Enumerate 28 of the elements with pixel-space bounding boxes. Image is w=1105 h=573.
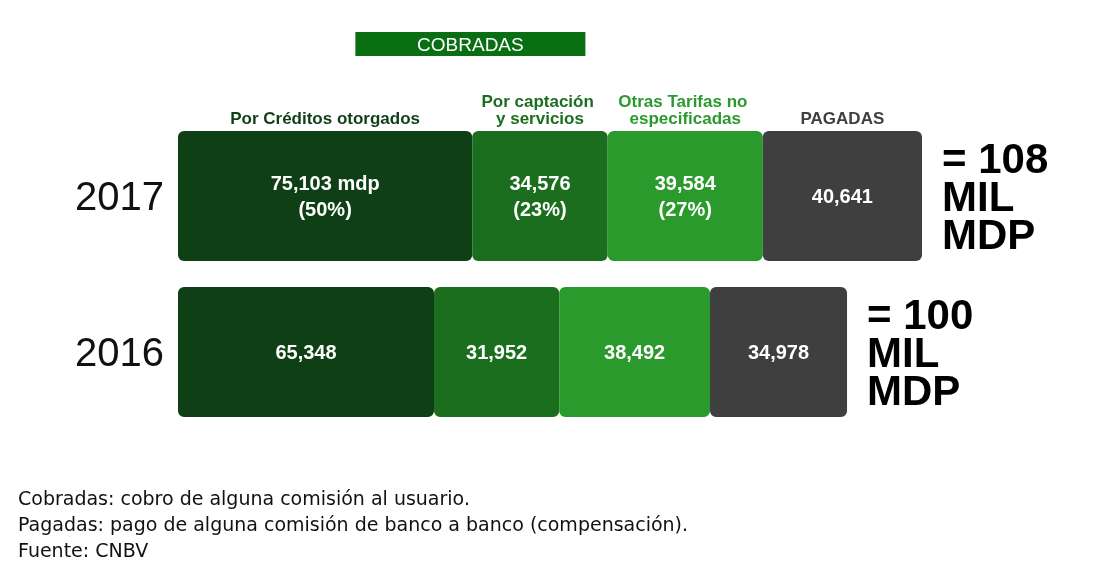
data-label: 38,492: [604, 341, 666, 363]
series-label: PAGADAS: [800, 109, 885, 128]
data-label: 31,952: [466, 341, 528, 363]
series-label: Por captación y servicios: [481, 92, 599, 128]
text: COBRADAS: [417, 33, 524, 55]
data-label: 34,978: [747, 341, 810, 363]
bar: [559, 287, 710, 417]
bar: [178, 287, 435, 417]
bar: [472, 131, 608, 261]
data-label: 34,576 (23%): [509, 172, 571, 220]
annotation: = 100 MIL MDP: [867, 290, 985, 414]
y-tick-label: 2016: [75, 330, 164, 374]
bar: [434, 287, 560, 417]
series-label: Por Créditos otorgados: [230, 109, 421, 128]
data-label: 39,584 (27%): [654, 172, 717, 220]
bar: [178, 131, 473, 261]
source-note: Fuente: CNBV: [18, 538, 149, 561]
bar: [762, 131, 922, 261]
bar: [607, 131, 763, 261]
data-label: 75,103 mdp (50%): [270, 172, 380, 220]
series-label: Otras Tarifas no especificadas: [618, 92, 753, 128]
data-label: 65,348: [275, 341, 337, 363]
text: Cobradas: cobro de alguna comisión al usuario.: [18, 486, 470, 509]
y-tick-label: 2017: [75, 174, 164, 218]
bar: [710, 287, 848, 417]
text: = 108 MIL MDP: [942, 134, 1060, 258]
data-label: 40,641: [811, 185, 873, 207]
text: Pagadas: pago de alguna comisión de banco a banco (compensación).: [18, 512, 689, 535]
